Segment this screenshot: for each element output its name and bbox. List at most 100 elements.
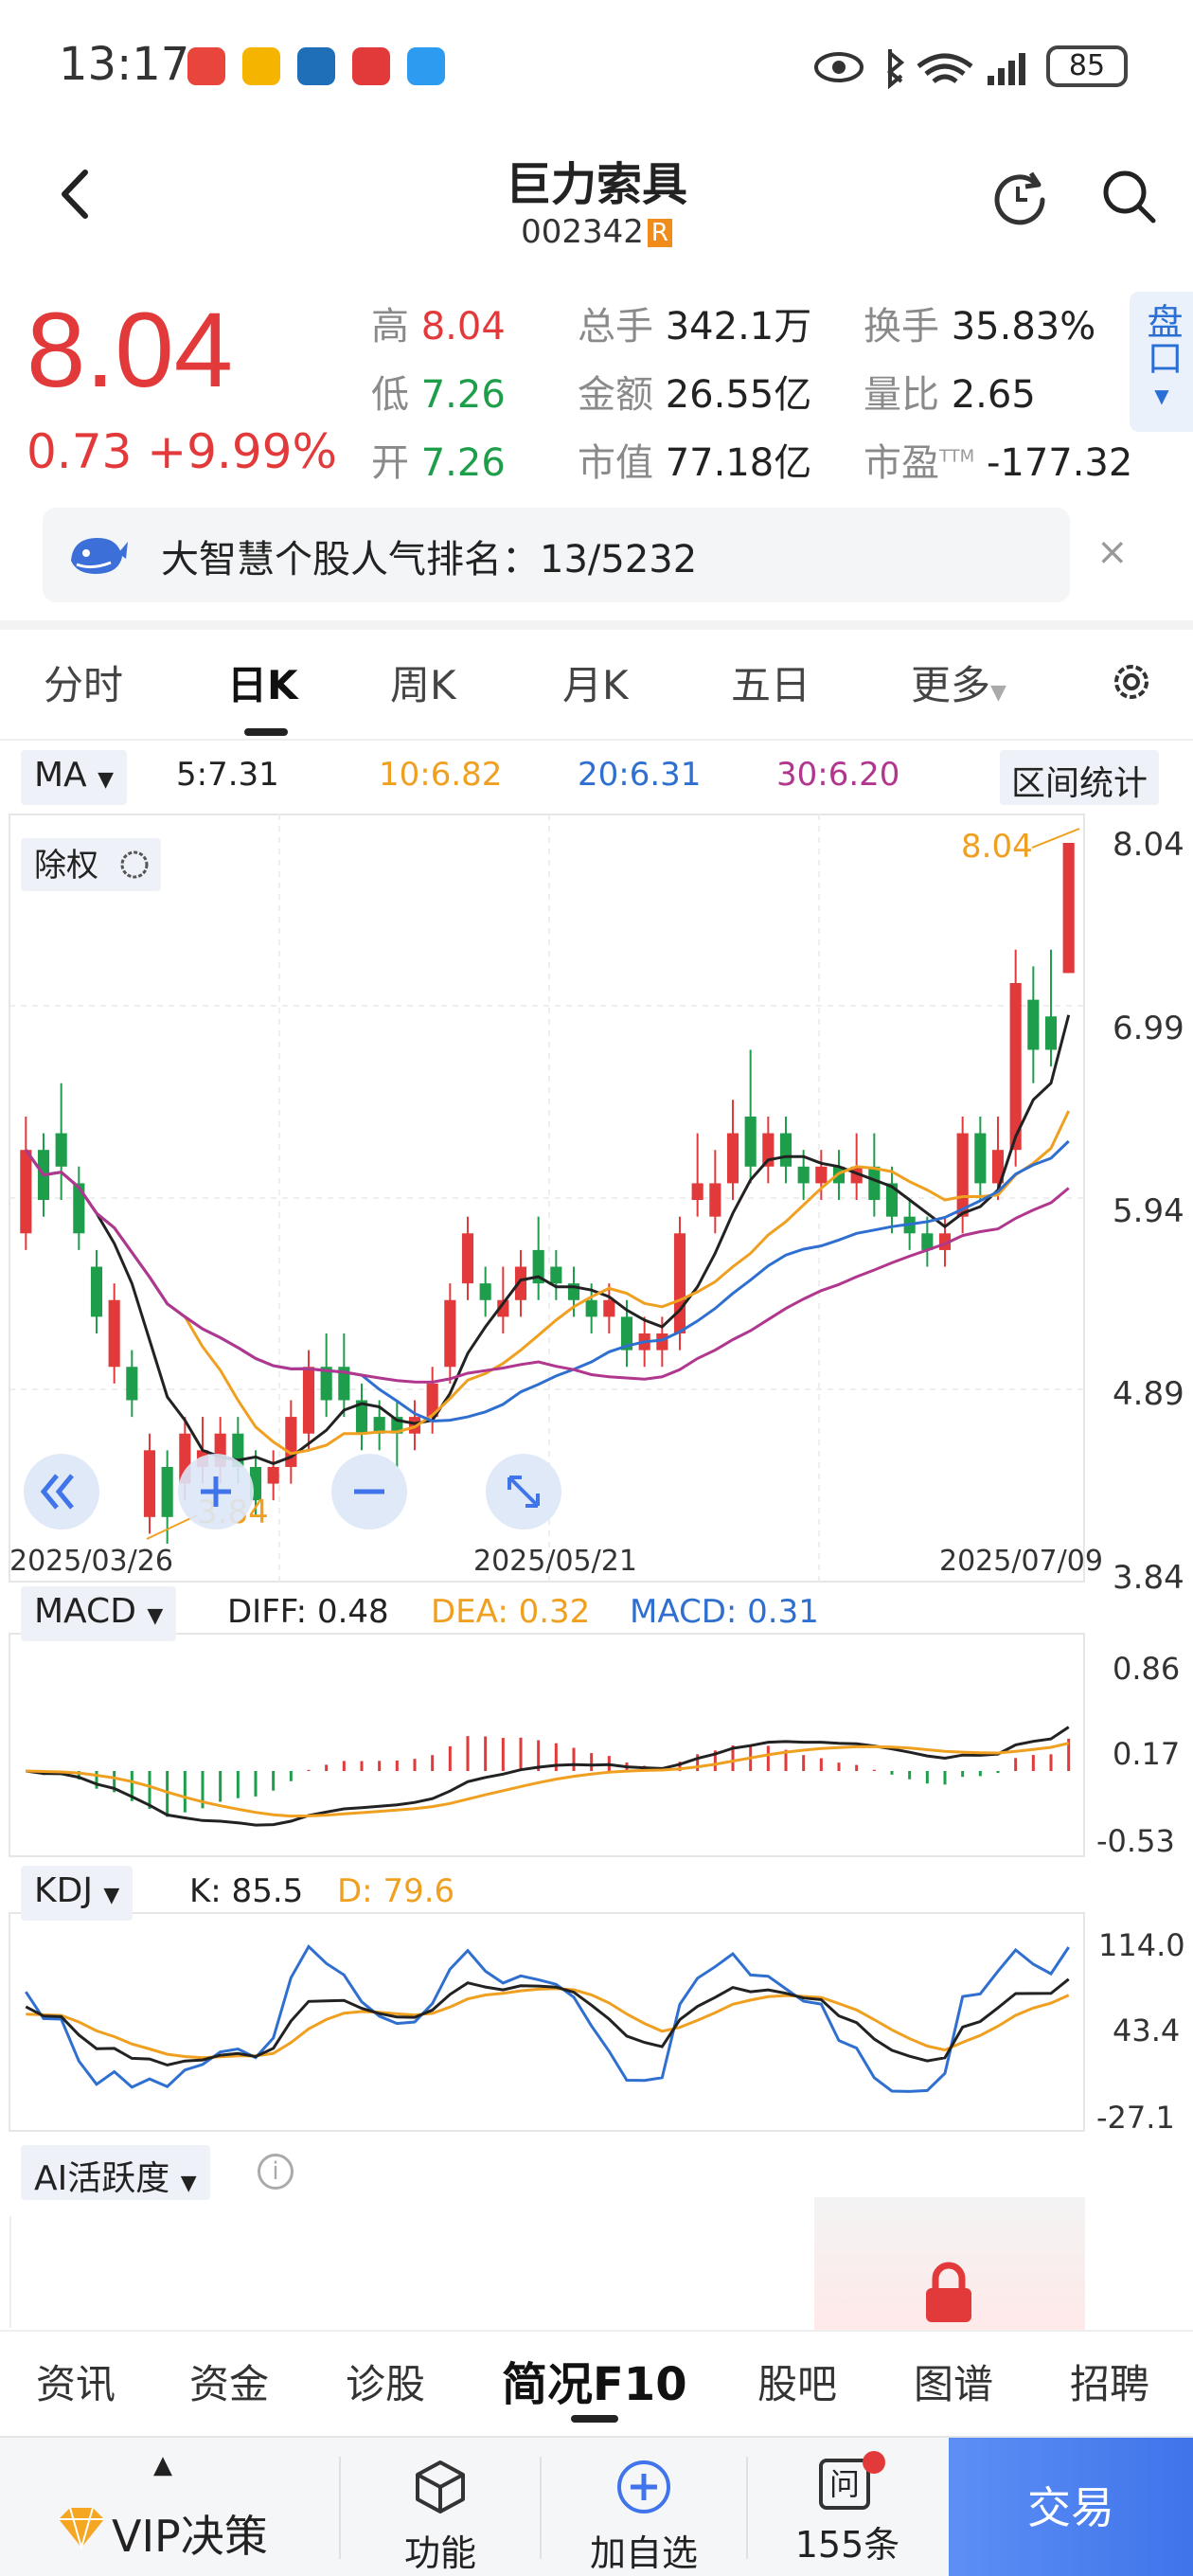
price-tick: 8.04 xyxy=(1113,826,1184,864)
ma30-value: 30:6.20 xyxy=(776,756,900,794)
ma10-line xyxy=(25,1110,1071,1456)
huawei-app-icon xyxy=(187,47,225,85)
clock: 13:17 xyxy=(59,38,190,91)
candle xyxy=(815,1150,828,1201)
candle xyxy=(285,1400,297,1484)
tab-diagnosis[interactable]: 诊股 xyxy=(346,2361,426,2407)
candle xyxy=(444,1283,456,1384)
bottom-info-tabs: 资讯 资金 诊股 简况F10 股吧 图谱 招聘 xyxy=(0,2330,1193,2424)
notification-dot xyxy=(863,2451,885,2474)
status-bar: 13:17 85 xyxy=(0,0,1193,142)
tab-graph[interactable]: 图谱 xyxy=(914,2361,994,2407)
candle xyxy=(302,1350,315,1451)
ma-lines xyxy=(25,1014,1071,1466)
ma-selector[interactable]: MA ▼ xyxy=(21,750,128,805)
date-label: 2025/07/09 xyxy=(939,1545,1103,1578)
grid xyxy=(9,814,1084,1582)
tab-indicator xyxy=(244,728,288,736)
market-cap-cell: 市值 77.18亿 xyxy=(578,441,812,485)
refresh-icon[interactable] xyxy=(989,166,1050,226)
macd-tick: 0.17 xyxy=(1113,1736,1180,1772)
tab-recruit[interactable]: 招聘 xyxy=(1070,2361,1150,2407)
candle xyxy=(161,1450,173,1544)
banner-text: 大智慧个股人气排名：13/5232 xyxy=(161,538,698,581)
pankou-button[interactable]: 盘口 ▼ xyxy=(1130,292,1193,432)
candle xyxy=(143,1433,156,1534)
candle xyxy=(726,1100,739,1201)
kdj-selector[interactable]: KDJ ▼ xyxy=(21,1866,134,1921)
scroll-left-button[interactable] xyxy=(24,1454,99,1530)
macd-tick: 0.86 xyxy=(1113,1651,1180,1687)
chevron-down-icon: ▼ xyxy=(98,768,115,792)
low-cell: 低 7.26 xyxy=(371,373,506,417)
tab-news[interactable]: 资讯 xyxy=(36,2361,116,2407)
candle xyxy=(514,1249,527,1317)
question-icon: 问 xyxy=(819,2451,885,2515)
dea-value: DEA: 0.32 xyxy=(431,1593,591,1631)
candle xyxy=(479,1266,491,1317)
ma5-value: 5:7.31 xyxy=(176,756,279,794)
ma5-line xyxy=(25,1014,1071,1466)
candle xyxy=(921,1216,934,1267)
amount-cell: 金额 26.55亿 xyxy=(578,373,812,417)
date-label: 2025/03/26 xyxy=(9,1545,173,1578)
tab-five-day[interactable]: 五日 xyxy=(731,662,811,708)
tab-capital[interactable]: 资金 xyxy=(189,2361,270,2407)
tab-weekly-k[interactable]: 周K xyxy=(390,662,456,708)
gear-icon[interactable] xyxy=(1108,658,1155,706)
system-status-icons xyxy=(814,49,1025,89)
zoom-out-button[interactable] xyxy=(331,1454,407,1530)
popularity-banner[interactable]: 大智慧个股人气排名：13/5232 xyxy=(43,508,1070,602)
locked-feature-card[interactable] xyxy=(814,2197,1085,2330)
candle xyxy=(267,1450,279,1501)
close-icon[interactable]: × xyxy=(1096,530,1129,574)
macd-panel xyxy=(9,1633,1085,1857)
r-badge: R xyxy=(647,219,672,247)
candle xyxy=(90,1249,103,1333)
lock-icon xyxy=(926,2262,971,2322)
questions-button[interactable]: 问 155条 xyxy=(776,2451,918,2567)
candle xyxy=(868,1133,881,1217)
turnover-cell: 换手 35.83% xyxy=(864,305,1096,349)
chevron-down-icon: ▼ xyxy=(990,681,1006,705)
dea-line xyxy=(26,1742,1070,1818)
tab-intraday[interactable]: 分时 xyxy=(44,662,124,708)
range-stats-button[interactable]: 区间统计 xyxy=(1000,750,1160,805)
vip-decision-button[interactable]: ▲ VIP决策 xyxy=(47,2438,331,2576)
candle xyxy=(744,1049,757,1184)
tab-monthly-k[interactable]: 月K xyxy=(562,662,629,708)
adjust-button[interactable] xyxy=(21,838,161,891)
kdj-lines xyxy=(25,1943,1070,2093)
tab-more[interactable]: 更多▼ xyxy=(911,662,1006,708)
back-icon[interactable] xyxy=(47,161,104,227)
info-icon[interactable]: i xyxy=(258,2154,294,2190)
divider xyxy=(339,2457,341,2559)
divider xyxy=(540,2457,542,2559)
fullscreen-button[interactable] xyxy=(486,1454,561,1530)
tab-daily-k[interactable]: 日K xyxy=(227,662,298,708)
function-button[interactable]: 功能 xyxy=(374,2459,507,2576)
kline-chart[interactable]: 8.04 6.99 5.94 4.89 3.84 8.04 3.84 除权 20… xyxy=(0,810,1193,2325)
price-tick: 6.99 xyxy=(1113,1010,1184,1047)
zoom-in-button[interactable] xyxy=(178,1454,254,1530)
message-app-icon xyxy=(407,47,445,85)
add-watchlist-button[interactable]: 加自选 xyxy=(573,2459,715,2576)
diamond-icon xyxy=(59,2507,104,2549)
tab-forum[interactable]: 股吧 xyxy=(757,2361,838,2407)
candle xyxy=(20,1116,32,1250)
diff-value: DIFF: 0.48 xyxy=(227,1593,389,1631)
open-cell: 开 7.26 xyxy=(371,441,506,485)
macd-value: MACD: 0.31 xyxy=(630,1593,819,1631)
macd-selector[interactable]: MACD ▼ xyxy=(21,1586,177,1641)
search-icon[interactable] xyxy=(1098,166,1159,226)
kdj-tick: 114.0 xyxy=(1098,1927,1185,1963)
trade-button[interactable]: 交易 xyxy=(949,2438,1193,2576)
candle xyxy=(55,1082,67,1201)
max-price-label: 8.04 xyxy=(961,828,1033,866)
d-line xyxy=(26,1987,1070,2060)
candle xyxy=(603,1283,615,1333)
tab-f10-profile[interactable]: 简况F10 xyxy=(502,2358,687,2411)
macd-histogram xyxy=(26,1726,1071,1827)
news-app-icon xyxy=(297,47,335,85)
ai-activity-selector[interactable]: AI活跃度 ▼ xyxy=(21,2145,210,2200)
